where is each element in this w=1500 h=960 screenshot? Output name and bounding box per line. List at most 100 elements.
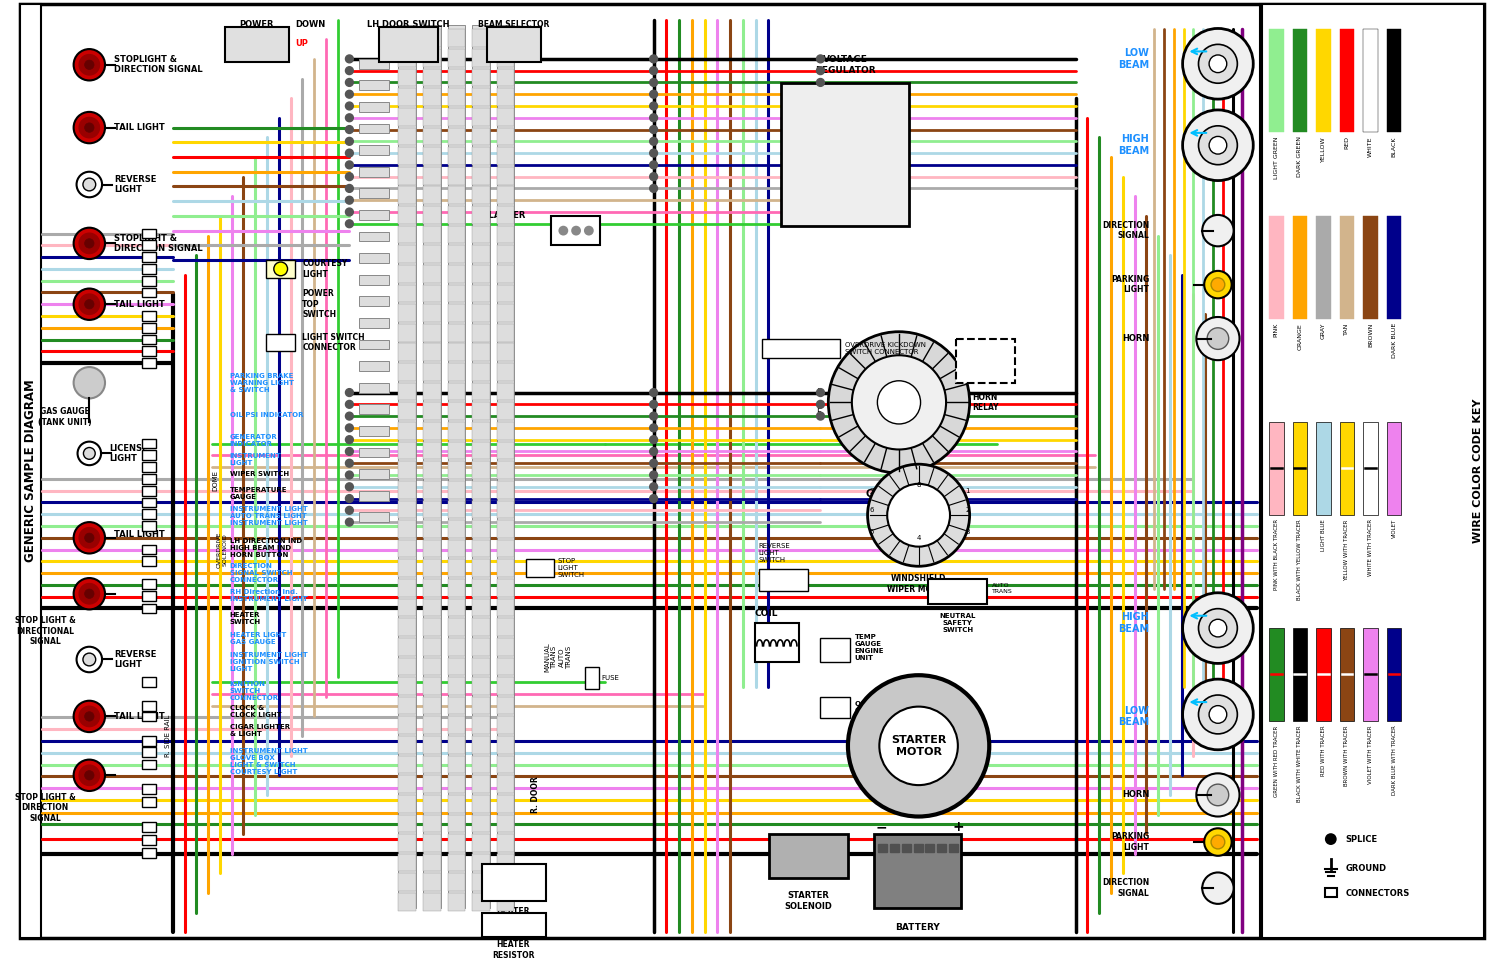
Bar bbox=[1269, 422, 1284, 516]
Bar bbox=[358, 124, 388, 133]
Text: CLOCK &
CLOCK LIGHT: CLOCK & CLOCK LIGHT bbox=[230, 705, 282, 718]
Text: HORN: HORN bbox=[1122, 790, 1149, 800]
Bar bbox=[142, 701, 156, 710]
Circle shape bbox=[1204, 271, 1231, 299]
Bar bbox=[496, 736, 514, 754]
Bar bbox=[447, 756, 465, 774]
Bar bbox=[423, 776, 441, 793]
Bar bbox=[399, 658, 416, 675]
Circle shape bbox=[650, 412, 657, 420]
Bar bbox=[447, 88, 465, 106]
Bar bbox=[423, 186, 441, 204]
Text: TAN: TAN bbox=[1344, 323, 1350, 335]
Text: A: A bbox=[788, 123, 794, 132]
Circle shape bbox=[1209, 706, 1227, 723]
Bar bbox=[928, 579, 987, 604]
Bar bbox=[496, 69, 514, 86]
Bar bbox=[472, 442, 489, 459]
Circle shape bbox=[1182, 592, 1254, 663]
Text: BLACK WITH WHITE TRACER: BLACK WITH WHITE TRACER bbox=[1298, 725, 1302, 802]
Circle shape bbox=[1197, 317, 1239, 360]
Text: HORN: HORN bbox=[1122, 334, 1149, 343]
Text: PARKING BRAKE
WARNING LIGHT
& SWITCH: PARKING BRAKE WARNING LIGHT & SWITCH bbox=[230, 372, 294, 393]
Circle shape bbox=[816, 67, 825, 75]
Text: GENERIC SAMPLE DIAGRAM: GENERIC SAMPLE DIAGRAM bbox=[24, 380, 38, 563]
Bar bbox=[423, 481, 441, 498]
Text: INSTRUMENT
LIGHT: INSTRUMENT LIGHT bbox=[230, 453, 282, 467]
Bar bbox=[447, 69, 465, 86]
Bar bbox=[496, 206, 514, 224]
Bar bbox=[447, 500, 465, 518]
Bar bbox=[423, 618, 441, 636]
Bar bbox=[142, 347, 156, 356]
Circle shape bbox=[650, 67, 657, 75]
Bar bbox=[423, 147, 441, 165]
Circle shape bbox=[816, 400, 825, 408]
Bar bbox=[496, 88, 514, 106]
Bar bbox=[399, 716, 416, 734]
Bar bbox=[1340, 216, 1354, 319]
Bar bbox=[399, 49, 416, 67]
Bar bbox=[399, 422, 416, 440]
Circle shape bbox=[84, 60, 94, 69]
Text: WINDSHIELD
WIPER MOTOR: WINDSHIELD WIPER MOTOR bbox=[886, 574, 950, 593]
Text: TAIL LIGHT: TAIL LIGHT bbox=[114, 530, 165, 540]
Bar bbox=[496, 284, 514, 302]
Text: CIGAR LIGHTER
& LIGHT: CIGAR LIGHTER & LIGHT bbox=[230, 724, 290, 737]
Circle shape bbox=[84, 711, 94, 721]
Bar bbox=[447, 25, 465, 908]
Bar bbox=[142, 323, 156, 333]
Bar bbox=[472, 265, 489, 282]
Bar bbox=[821, 637, 850, 662]
Circle shape bbox=[345, 184, 354, 192]
Bar bbox=[472, 402, 489, 420]
Circle shape bbox=[345, 436, 354, 444]
Text: WHITE WITH TRACER: WHITE WITH TRACER bbox=[1368, 519, 1372, 576]
Bar bbox=[782, 84, 909, 226]
Circle shape bbox=[345, 483, 354, 491]
Bar bbox=[399, 226, 416, 244]
Text: 5: 5 bbox=[870, 529, 873, 535]
Text: RH Direction Ind.
INSTRUMENT LIGHT: RH Direction Ind. INSTRUMENT LIGHT bbox=[230, 588, 308, 602]
Bar bbox=[358, 188, 388, 199]
Bar bbox=[447, 697, 465, 714]
Bar bbox=[496, 324, 514, 342]
Text: DOME: DOME bbox=[211, 470, 217, 492]
Circle shape bbox=[650, 55, 657, 62]
Bar bbox=[1293, 216, 1306, 319]
Circle shape bbox=[1324, 833, 1336, 845]
Circle shape bbox=[1210, 835, 1225, 849]
Bar bbox=[472, 422, 489, 440]
Circle shape bbox=[74, 522, 105, 554]
Bar bbox=[938, 844, 946, 852]
Bar bbox=[423, 167, 441, 184]
Text: PINK WITH BLACK TRACER: PINK WITH BLACK TRACER bbox=[1274, 519, 1280, 590]
Bar bbox=[358, 210, 388, 220]
Bar bbox=[472, 324, 489, 342]
Bar bbox=[496, 25, 514, 908]
Bar bbox=[142, 557, 156, 566]
Bar bbox=[399, 383, 416, 400]
Circle shape bbox=[1210, 277, 1225, 292]
Bar bbox=[1340, 422, 1354, 516]
Text: DARK BLUE: DARK BLUE bbox=[1392, 323, 1396, 358]
Bar bbox=[358, 145, 388, 156]
Text: INSTRUMENT LIGHT
GLOVE BOX
LIGHT & SWITCH
COURTESY LIGHT: INSTRUMENT LIGHT GLOVE BOX LIGHT & SWITC… bbox=[230, 748, 308, 775]
Text: DOWN: DOWN bbox=[296, 19, 326, 29]
Bar bbox=[142, 736, 156, 746]
Circle shape bbox=[345, 424, 354, 432]
Circle shape bbox=[1198, 609, 1237, 648]
Text: OVERDRIVE KICKDOWN
SWITCH CONNECTOR: OVERDRIVE KICKDOWN SWITCH CONNECTOR bbox=[844, 342, 926, 355]
Bar bbox=[447, 579, 465, 597]
Bar bbox=[1293, 422, 1306, 516]
Bar bbox=[902, 844, 910, 852]
Bar bbox=[759, 569, 807, 590]
Circle shape bbox=[345, 149, 354, 157]
Circle shape bbox=[816, 55, 825, 62]
Bar bbox=[496, 716, 514, 734]
Bar bbox=[399, 834, 416, 852]
Circle shape bbox=[572, 226, 580, 235]
Bar bbox=[142, 311, 156, 321]
Bar bbox=[496, 265, 514, 282]
Bar bbox=[496, 893, 514, 911]
